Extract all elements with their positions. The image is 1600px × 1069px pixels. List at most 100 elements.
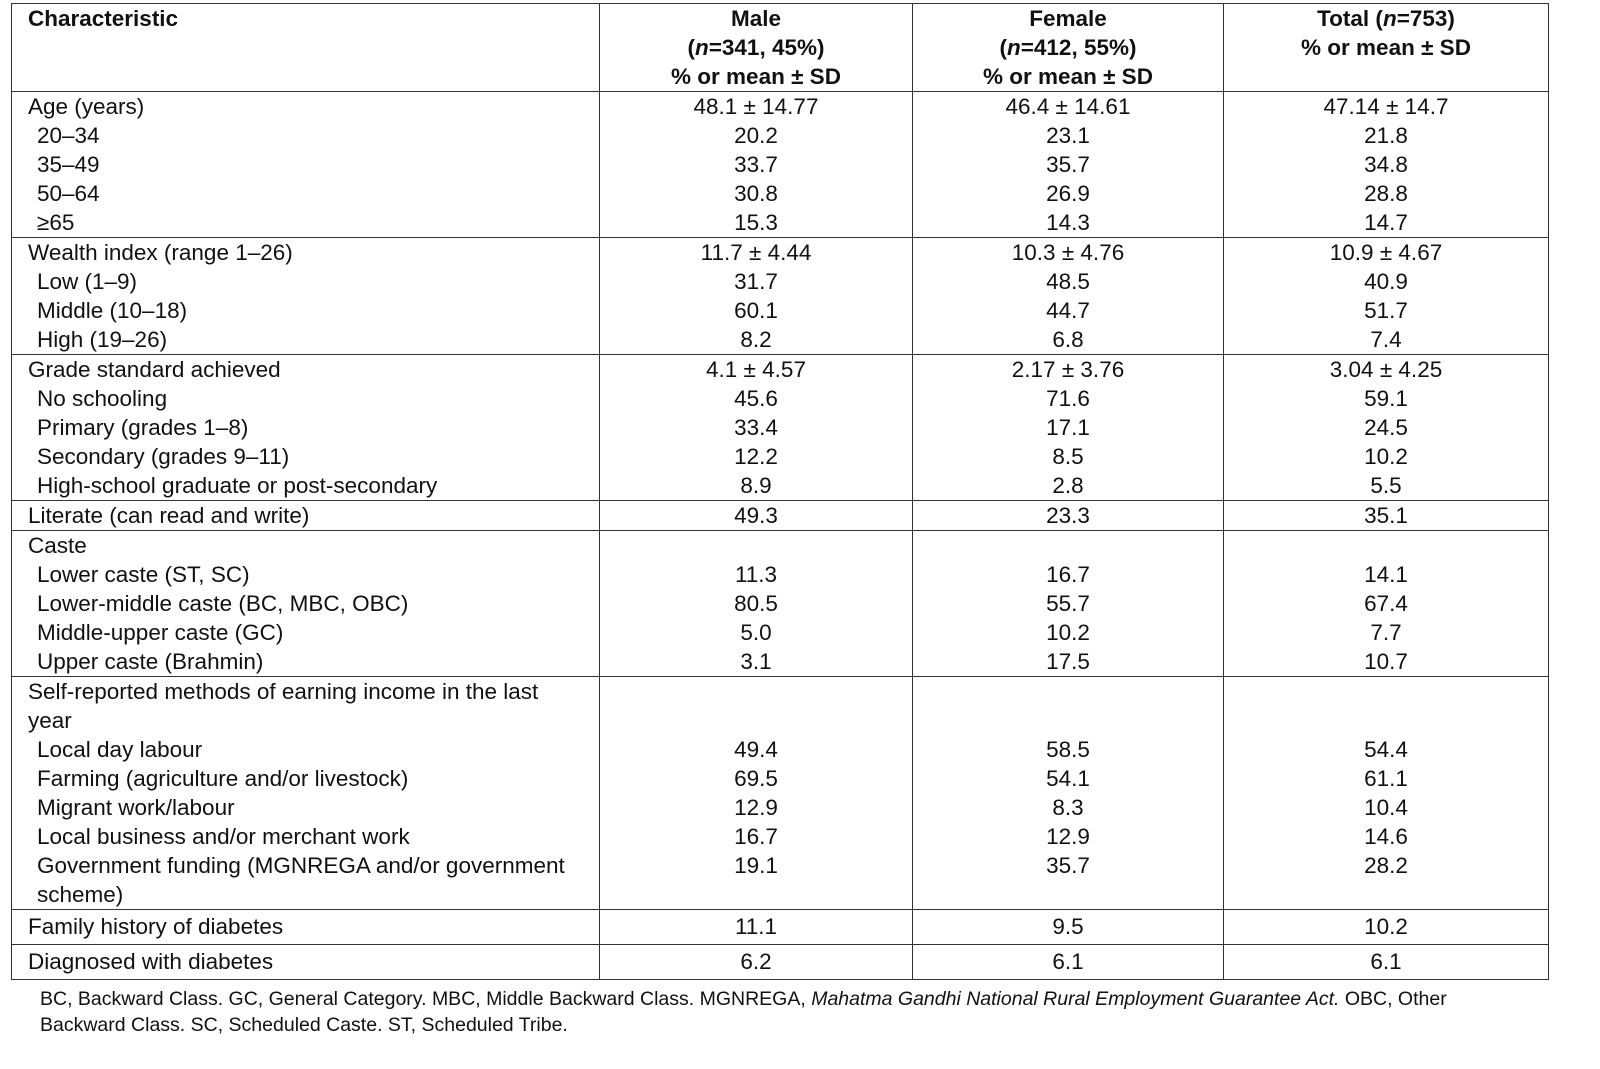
- table-section: Diagnosed with diabetes 6.2 6.1 6.1: [11, 944, 1549, 980]
- female-value: 8.3: [912, 793, 1224, 822]
- female-value: 58.5: [912, 735, 1224, 764]
- row-label: Migrant work/labour: [37, 795, 235, 820]
- male-value: 19.1: [599, 851, 913, 910]
- table-row: Migrant work/labour 12.9 8.3 10.4: [11, 793, 1549, 822]
- row-label: No schooling: [37, 386, 168, 411]
- female-n-value: =412, 55%): [1020, 35, 1137, 60]
- row-label-cell: Local business and/or merchant work: [11, 822, 600, 851]
- table-row: Caste: [11, 530, 1549, 560]
- footnote-italic: Mahatma Gandhi National Rural Employment…: [811, 988, 1340, 1010]
- row-label-cell: Low (1–9): [11, 267, 600, 296]
- row-label-cell: No schooling: [11, 384, 600, 413]
- total-value: 34.8: [1223, 150, 1549, 179]
- male-value: 69.5: [599, 764, 913, 793]
- row-label-cell: Migrant work/labour: [11, 793, 600, 822]
- table-row: Family history of diabetes 11.1 9.5 10.2: [11, 909, 1549, 945]
- total-subtitle: % or mean ± SD: [1301, 35, 1471, 60]
- male-value: 11.7 ± 4.44: [599, 237, 913, 267]
- total-value: 47.14 ± 14.7: [1223, 91, 1549, 121]
- male-value: 12.9: [599, 793, 913, 822]
- female-value: 16.7: [912, 560, 1224, 589]
- row-label-cell: Grade standard achieved: [11, 354, 600, 384]
- table-row: 50–64 30.8 26.9 28.8: [11, 179, 1549, 208]
- row-label: Literate (can read and write): [28, 503, 310, 528]
- total-title: Total (: [1317, 6, 1383, 31]
- male-value: 3.1: [599, 647, 913, 677]
- female-value: 17.1: [912, 413, 1224, 442]
- row-label-cell: Literate (can read and write): [11, 500, 600, 531]
- row-label: Secondary (grades 9–11): [37, 444, 290, 469]
- male-value: [599, 530, 913, 560]
- table-row: Farming (agriculture and/or livestock) 69…: [11, 764, 1549, 793]
- male-value: 80.5: [599, 589, 913, 618]
- table-row: Wealth index (range 1–26) 11.7 ± 4.44 10.3…: [11, 237, 1549, 267]
- female-value: 54.1: [912, 764, 1224, 793]
- header-female: Female (n=412, 55%) % or mean ± SD: [912, 3, 1224, 92]
- male-value: 31.7: [599, 267, 913, 296]
- female-value: 55.7: [912, 589, 1224, 618]
- row-label-cell: Lower caste (ST, SC): [11, 560, 600, 589]
- row-label: Caste: [28, 533, 87, 558]
- total-value: 7.4: [1223, 325, 1549, 355]
- male-value: 15.3: [599, 208, 913, 238]
- row-label: Lower-middle caste (BC, MBC, OBC): [37, 591, 409, 616]
- table-row: Age (years) 48.1 ± 14.77 46.4 ± 14.61 47.14…: [11, 91, 1549, 121]
- total-value: 40.9: [1223, 267, 1549, 296]
- row-label-cell: Family history of diabetes: [11, 909, 600, 945]
- row-label-cell: Upper caste (Brahmin): [11, 647, 600, 677]
- male-value: [599, 676, 913, 735]
- table-row: Middle-upper caste (GC) 5.0 10.2 7.7: [11, 618, 1549, 647]
- male-value: 4.1 ± 4.57: [599, 354, 913, 384]
- male-value: 49.3: [599, 500, 913, 531]
- row-label-cell: Middle (10–18): [11, 296, 600, 325]
- row-label: Family history of diabetes: [28, 914, 284, 939]
- row-label: High (19–26): [37, 327, 168, 352]
- female-subtitle: % or mean ± SD: [983, 64, 1153, 89]
- row-label-cell: Caste: [11, 530, 600, 560]
- female-value: 10.2: [912, 618, 1224, 647]
- male-value: 49.4: [599, 735, 913, 764]
- row-label-cell: 20–34: [11, 121, 600, 150]
- table-row: Government funding (MGNREGA and/or gover…: [11, 851, 1549, 910]
- row-label-cell: ≥65: [11, 208, 600, 238]
- row-label-cell: High (19–26): [11, 325, 600, 355]
- female-value: 44.7: [912, 296, 1224, 325]
- male-value: 45.6: [599, 384, 913, 413]
- total-value: [1223, 676, 1549, 735]
- row-label-cell: High-school graduate or post-secondary: [11, 471, 600, 501]
- female-value: 23.1: [912, 121, 1224, 150]
- male-subtitle: % or mean ± SD: [671, 64, 841, 89]
- male-value: 30.8: [599, 179, 913, 208]
- table-section: Grade standard achieved 4.1 ± 4.57 2.17 ± …: [11, 354, 1549, 501]
- total-value: 21.8: [1223, 121, 1549, 150]
- row-label: Age (years): [28, 94, 145, 119]
- total-value: 7.7: [1223, 618, 1549, 647]
- total-value: 10.7: [1223, 647, 1549, 677]
- total-value: 5.5: [1223, 471, 1549, 501]
- table-section: Literate (can read and write) 49.3 23.3 35.…: [11, 500, 1549, 531]
- female-value: 2.17 ± 3.76: [912, 354, 1224, 384]
- male-value: 60.1: [599, 296, 913, 325]
- header-total: Total (n=753) % or mean ± SD: [1223, 3, 1549, 92]
- table-row: Primary (grades 1–8) 33.4 17.1 24.5: [11, 413, 1549, 442]
- female-value: 48.5: [912, 267, 1224, 296]
- total-value: 10.9 ± 4.67: [1223, 237, 1549, 267]
- table-row: Local day labour 49.4 58.5 54.4: [11, 735, 1549, 764]
- table-section: Family history of diabetes 11.1 9.5 10.2: [11, 909, 1549, 945]
- table-row: 35–49 33.7 35.7 34.8: [11, 150, 1549, 179]
- characteristics-table: Characteristic Male (n=341, 45%) % or me…: [11, 3, 1549, 980]
- row-label: Grade standard achieved: [28, 357, 281, 382]
- row-label: Local day labour: [37, 737, 203, 762]
- row-label-cell: Diagnosed with diabetes: [11, 944, 600, 980]
- female-value: 12.9: [912, 822, 1224, 851]
- male-n-label: n: [695, 35, 709, 60]
- footnote-text-end: OBC, Other Backward Class. SC, Scheduled…: [40, 988, 1447, 1036]
- table-row: Literate (can read and write) 49.3 23.3 35.…: [11, 500, 1549, 531]
- row-label-cell: Middle-upper caste (GC): [11, 618, 600, 647]
- male-value: 11.1: [599, 909, 913, 945]
- total-value: 10.2: [1223, 442, 1549, 471]
- total-n-value: =753): [1396, 6, 1455, 31]
- total-value: 67.4: [1223, 589, 1549, 618]
- table-row: 20–34 20.2 23.1 21.8: [11, 121, 1549, 150]
- row-label: Government funding (MGNREGA and/or gover…: [37, 853, 565, 907]
